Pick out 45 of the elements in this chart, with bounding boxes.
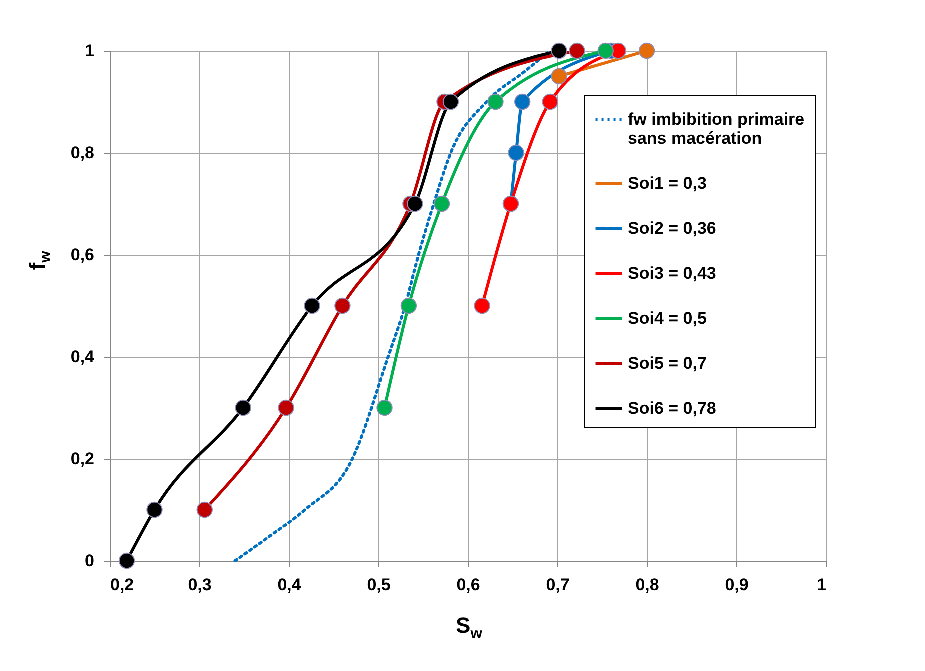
x-tick-label: 0,4 <box>278 576 302 594</box>
point <box>551 68 568 85</box>
point <box>434 196 450 212</box>
point <box>508 144 524 162</box>
x-axis-title: S$_{w}$ <box>456 613 482 642</box>
legend-label: Soi4 = 0,5 <box>628 309 707 328</box>
point <box>514 94 531 110</box>
point <box>488 94 504 110</box>
x-tick-label: 0,2 <box>110 576 134 594</box>
legend-label: Soi5 = 0,7 <box>628 354 707 373</box>
point <box>407 196 424 212</box>
point <box>235 400 252 416</box>
x-tick-label: 0,9 <box>725 576 749 594</box>
point <box>442 94 460 110</box>
point <box>400 298 418 314</box>
point <box>118 552 136 570</box>
x-tick-label: 0,8 <box>636 576 660 594</box>
y-tick-label: 0,4 <box>70 348 96 366</box>
point <box>334 298 351 314</box>
x-tick-label: 0,3 <box>188 576 212 594</box>
point <box>551 42 568 60</box>
legend-label: Soi1 = 0,3 <box>628 174 707 193</box>
x-tick-label: 0,7 <box>546 576 570 594</box>
y-tick-label: 0 <box>85 552 94 570</box>
point <box>376 400 393 416</box>
legend-label: fw imbibition primaire sans macération <box>628 110 805 148</box>
point <box>542 94 558 110</box>
point <box>638 42 656 60</box>
y-tick-label: 1 <box>85 42 94 60</box>
legend-label: Soi6 = 0,78 <box>628 399 716 418</box>
x-tick-label: 0,6 <box>456 576 480 594</box>
x-tick-label: 0,5 <box>367 576 391 594</box>
y-tick-label: 0,8 <box>70 144 94 162</box>
legend-label: Soi3 = 0,43 <box>628 264 716 283</box>
point <box>278 400 294 416</box>
point <box>196 502 213 518</box>
point <box>474 298 490 314</box>
point <box>598 42 614 60</box>
point <box>569 42 586 60</box>
point <box>146 502 163 518</box>
legend-label: Soi2 = 0,36 <box>628 219 716 238</box>
y-tick-label: 0,6 <box>70 246 94 264</box>
point <box>304 298 320 314</box>
x-tick-label: 1 <box>817 576 826 594</box>
y-tick-label: 0,2 <box>70 450 94 468</box>
